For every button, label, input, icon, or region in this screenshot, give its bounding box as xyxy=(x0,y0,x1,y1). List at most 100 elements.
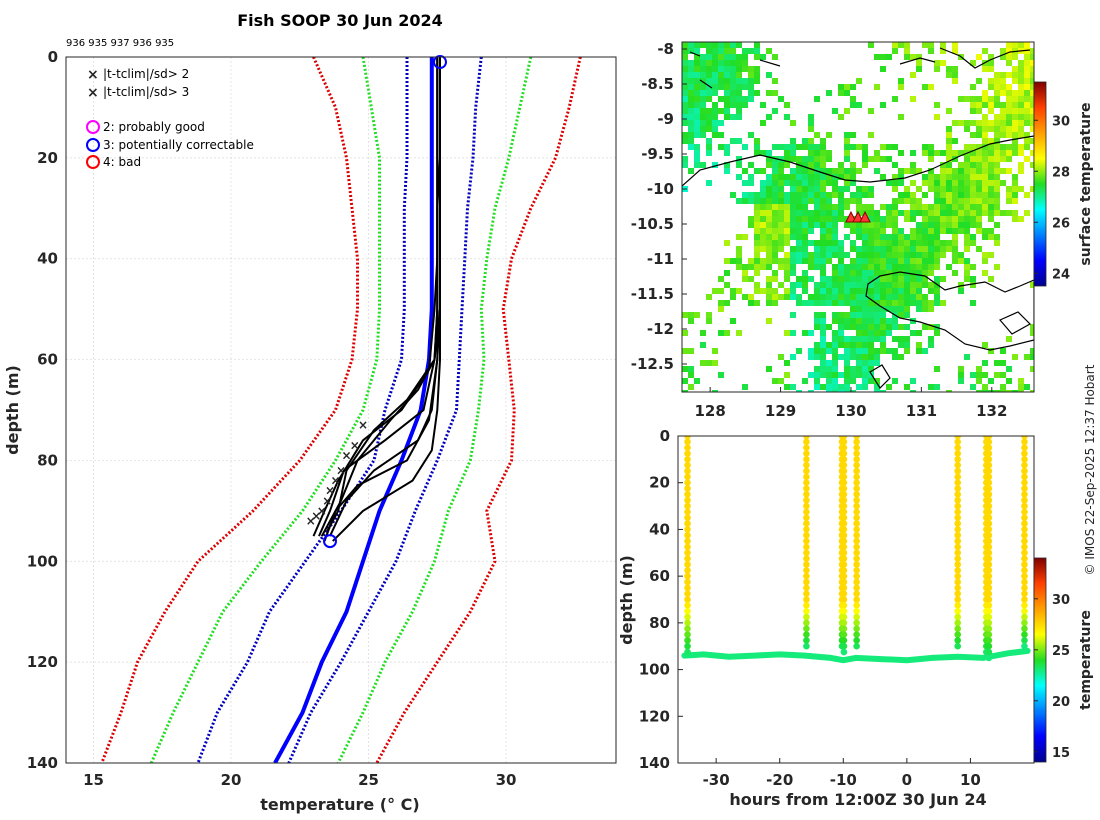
sst-cell xyxy=(976,378,982,384)
sst-cell xyxy=(730,96,736,102)
cast-point xyxy=(985,467,993,475)
sst-cell xyxy=(970,108,976,114)
sst-cell xyxy=(784,258,790,264)
sst-cell xyxy=(718,60,724,66)
sst-cell xyxy=(742,180,748,186)
cast-point xyxy=(684,514,691,522)
sst-cell xyxy=(982,144,988,150)
sst-cell xyxy=(850,336,856,342)
sst-cell xyxy=(772,90,778,96)
cast-point xyxy=(853,561,860,568)
sst-cell xyxy=(772,252,778,258)
cast-point xyxy=(1021,520,1028,527)
sst-cell xyxy=(904,324,910,330)
sst-cell xyxy=(832,354,838,360)
sst-cell xyxy=(1030,186,1034,192)
sst-cell xyxy=(862,288,868,294)
sst-cell xyxy=(1024,102,1030,108)
sst-cell xyxy=(772,204,778,210)
sst-cell xyxy=(898,84,904,90)
sst-cell xyxy=(868,216,874,222)
sst-cell xyxy=(844,90,850,96)
sst-cell xyxy=(1024,90,1030,96)
sst-cell xyxy=(712,84,718,90)
sst-cell xyxy=(958,372,964,378)
sst-cell xyxy=(1000,54,1006,60)
sst-cell xyxy=(886,156,892,162)
sst-cell xyxy=(754,234,760,240)
sst-cell xyxy=(784,252,790,258)
sst-cell xyxy=(724,270,730,276)
sst-cell xyxy=(1018,108,1024,114)
cast-point xyxy=(954,613,962,621)
sst-cell xyxy=(838,90,844,96)
sst-cell xyxy=(838,252,844,258)
sst-cell xyxy=(988,108,994,114)
sst-cell xyxy=(868,354,874,360)
sst-cell xyxy=(916,240,922,246)
cast-point xyxy=(985,479,993,487)
sst-cell xyxy=(1024,96,1030,102)
sst-cell xyxy=(826,294,832,300)
sst-cell xyxy=(892,204,898,210)
sst-cell xyxy=(784,174,790,180)
sst-cell xyxy=(964,192,970,198)
sst-cell xyxy=(682,138,688,144)
sst-cell xyxy=(832,252,838,258)
sst-cell xyxy=(928,288,934,294)
section-x-tick-label: 10 xyxy=(960,771,981,789)
sst-cell xyxy=(760,168,766,174)
sst-cell xyxy=(880,246,886,252)
cast-point xyxy=(954,479,962,487)
sst-cell xyxy=(790,246,796,252)
sst-cell xyxy=(1030,78,1034,84)
flag-marker-sd2: × xyxy=(350,438,360,452)
sst-cell xyxy=(832,108,838,114)
sst-cell xyxy=(790,120,796,126)
sst-cell xyxy=(874,348,880,354)
sst-cell xyxy=(742,168,748,174)
sst-cell xyxy=(1024,84,1030,90)
cast-point xyxy=(840,578,848,586)
sst-cell xyxy=(934,150,940,156)
sst-cell xyxy=(748,264,754,270)
sst-cell xyxy=(742,384,748,390)
sst-cell xyxy=(688,120,694,126)
cast-point xyxy=(803,642,810,650)
cast-point xyxy=(803,578,810,586)
sst-cell xyxy=(742,264,748,270)
sst-cell xyxy=(1030,102,1034,108)
cast-point xyxy=(840,602,848,609)
sst-cell xyxy=(898,288,904,294)
sst-cell xyxy=(970,102,976,108)
sst-cell xyxy=(1012,150,1018,156)
cast-point xyxy=(853,436,860,440)
sst-cell xyxy=(928,144,934,150)
sst-cell xyxy=(736,78,742,84)
sst-cell xyxy=(694,108,700,114)
sst-cell xyxy=(988,390,994,392)
sst-cell xyxy=(868,288,874,294)
cast-point xyxy=(985,642,993,650)
sst-cell xyxy=(796,252,802,258)
sst-cell xyxy=(1030,150,1034,156)
sst-cell xyxy=(814,162,820,168)
sst-cell xyxy=(934,228,940,234)
legend-item-sd2: × |t-tclim|/sd> 2 xyxy=(87,67,189,83)
sst-cell xyxy=(736,66,742,72)
sst-cell xyxy=(754,300,760,306)
map-x-tick-label: 129 xyxy=(765,402,796,420)
section-y-label: depth (m) xyxy=(617,555,636,645)
sst-cell xyxy=(820,300,826,306)
sst-cell xyxy=(892,324,898,330)
map-y-tick-label: -10 xyxy=(647,180,674,198)
sst-cell xyxy=(946,198,952,204)
sst-cell xyxy=(856,204,862,210)
sst-cell xyxy=(988,348,994,354)
sst-cell xyxy=(784,276,790,282)
sst-cell xyxy=(880,156,886,162)
cast-point xyxy=(684,438,691,446)
cast-point xyxy=(803,514,810,522)
sst-cell xyxy=(814,144,820,150)
sst-cell xyxy=(778,246,784,252)
